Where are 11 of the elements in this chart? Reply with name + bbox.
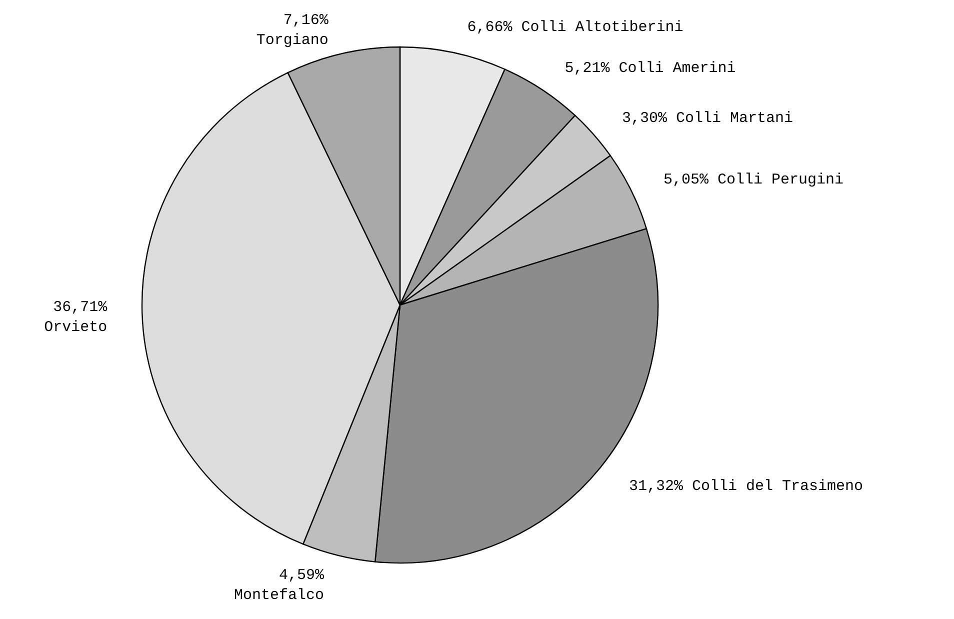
slice-label: Montefalco	[234, 586, 324, 604]
slice-label: Orvieto	[44, 319, 108, 336]
slice-label: 5,05% Colli Perugini	[664, 172, 844, 189]
data-label: 4,59%	[278, 566, 325, 584]
slice-label: 31,32% Colli del Trasimeno	[628, 478, 864, 496]
slice-label: 3,30% Colli Martani	[622, 110, 794, 127]
data-label: 36,71%	[53, 299, 108, 316]
slice-label: 5,21% Colli Amerini	[564, 60, 736, 77]
data-label: 7,16%	[283, 12, 330, 30]
slice-label: Torgiano	[256, 32, 328, 50]
slice-label: 6,66% Colli Altotiberini	[467, 19, 684, 36]
